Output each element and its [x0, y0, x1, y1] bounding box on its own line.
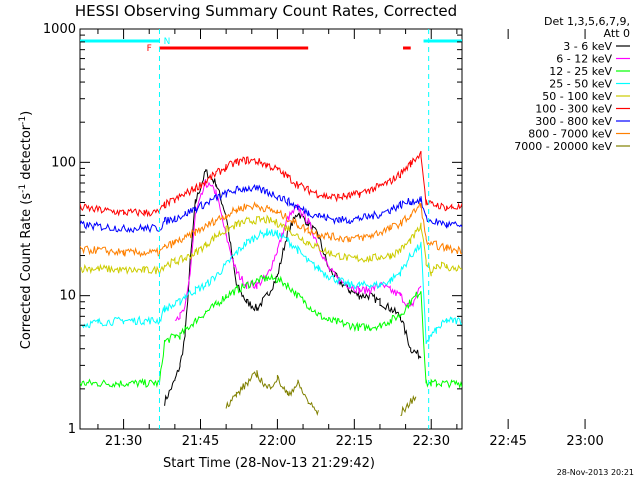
- legend-entry-label: 7000 - 20000 keV: [514, 140, 612, 153]
- legend-header-line1: Det 1,3,5,6,7,9,: [544, 15, 630, 28]
- legend-entry-label: 6 - 12 keV: [556, 53, 612, 66]
- x-tick-label: 22:45: [489, 434, 526, 449]
- y-tick-label: 10: [59, 289, 76, 304]
- y-tick-label: 1: [68, 422, 76, 437]
- y-tick-label: 1000: [43, 22, 76, 37]
- series-line: [80, 150, 462, 218]
- x-tick-label: 23:00: [566, 434, 603, 449]
- x-tick-label: 22:00: [259, 434, 296, 449]
- x-tick-label: 21:45: [182, 434, 219, 449]
- x-tick-label: 22:15: [336, 434, 373, 449]
- legend-entry-label: 300 - 800 keV: [535, 115, 612, 128]
- night-flag-label: N: [164, 37, 171, 47]
- legend-entry-label: 100 - 300 keV: [535, 103, 612, 116]
- legend-entry-label: 12 - 25 keV: [549, 65, 612, 78]
- legend-header-line2: Att 0: [604, 27, 630, 40]
- y-axis-label-part: ): [19, 111, 34, 116]
- footer-timestamp: 28-Nov-2013 20:21: [557, 468, 634, 477]
- series-line: [80, 273, 462, 390]
- x-tick-label: 22:30: [413, 434, 450, 449]
- y-axis-label-sup: -1: [18, 116, 28, 125]
- series-line: [80, 214, 462, 277]
- series-line: [80, 201, 462, 258]
- chart-title: HESSI Observing Summary Count Rates, Cor…: [75, 2, 457, 20]
- axes: 1 10 100 1000 21:30 21:45 22:00 22:15 22:30 22:45…: [43, 22, 604, 449]
- legend-entry-label: 3 - 6 keV: [563, 40, 612, 53]
- legend-entry-label: 800 - 7000 keV: [528, 128, 612, 141]
- legend-entry-label: 25 - 50 keV: [549, 78, 612, 91]
- y-axis-label-sup: -1: [18, 184, 28, 193]
- legend-entry-label: 50 - 100 keV: [542, 90, 612, 103]
- y-tick-label: 100: [51, 155, 76, 170]
- y-axis-label-part: detector: [19, 124, 34, 184]
- series-line: [80, 183, 462, 234]
- series-group: [80, 150, 462, 416]
- fast-flag-label: F: [147, 44, 152, 54]
- plot-frame: [79, 28, 463, 430]
- y-axis-label-part: Corrected Count Rate (s: [19, 193, 34, 350]
- x-tick-label: 21:30: [105, 434, 142, 449]
- series-line: [225, 370, 417, 416]
- y-axis-label: Corrected Count Rate (s-1 detector-1): [18, 111, 34, 349]
- series-line: [80, 228, 462, 345]
- plot-area: FN: [79, 28, 463, 430]
- x-axis-label: Start Time (28-Nov-13 21:29:42): [163, 456, 375, 471]
